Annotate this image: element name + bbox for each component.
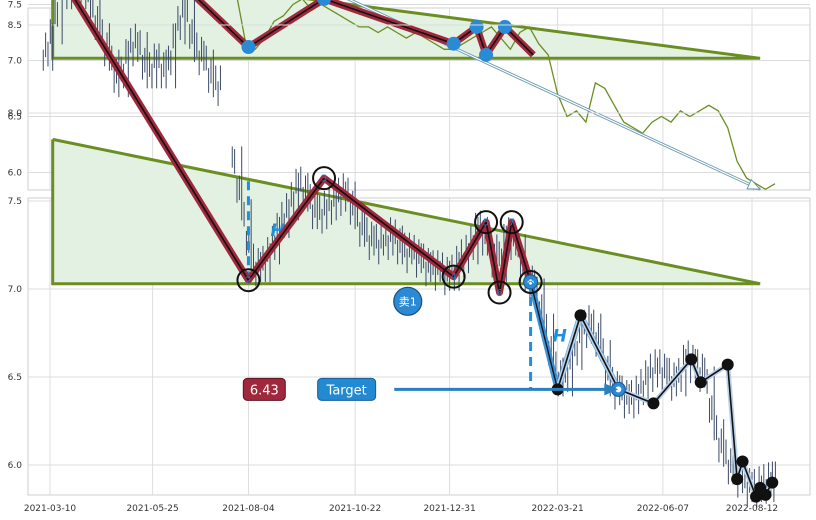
trajectory-point xyxy=(759,488,772,501)
pattern-point-circle xyxy=(312,166,337,191)
pattern-point xyxy=(479,47,494,62)
target-label-box xyxy=(317,377,377,401)
price-line xyxy=(236,0,776,191)
sell-signal-marker xyxy=(393,286,423,316)
target-label-text: Target xyxy=(326,383,367,398)
y-tick-label: 7.5 xyxy=(8,197,22,207)
x-tick-label: 2021-03-10 xyxy=(24,504,77,514)
pattern-point xyxy=(446,36,461,51)
y-tick-label: 7.0 xyxy=(8,285,23,295)
y-tick-label: 6.0 xyxy=(8,169,23,179)
pattern-point-label: 7 xyxy=(509,218,515,229)
pattern-point-circle xyxy=(441,264,466,289)
target-arrow-head xyxy=(604,383,619,396)
y-tick-label: 8.0 xyxy=(8,109,23,119)
price-badge xyxy=(242,377,286,401)
trajectory-point xyxy=(736,455,749,468)
pattern-point-label: 6 xyxy=(496,288,502,299)
pattern-point-label: 4 xyxy=(450,272,456,283)
pattern-point-label: 3 xyxy=(321,174,327,185)
pattern-point-circle xyxy=(236,268,261,293)
trajectory-point xyxy=(766,476,779,489)
y-tick-label: 6.0 xyxy=(8,461,23,471)
x-tick-label: 2022-03-21 xyxy=(531,504,583,514)
y-tick-label: 8.5 xyxy=(8,21,22,31)
pattern-point xyxy=(497,19,512,34)
trajectory-point xyxy=(731,473,744,486)
sell-signal-label: 卖1 xyxy=(399,295,417,308)
x-tick-label: 2022-06-07 xyxy=(637,504,689,514)
pattern-point xyxy=(241,40,256,55)
pattern-point xyxy=(469,19,484,34)
pattern-point xyxy=(317,0,331,6)
triangle-outline xyxy=(51,137,761,286)
pattern-point-label: 2 xyxy=(245,276,251,287)
trajectory-point xyxy=(721,358,734,371)
y-tick-label: 7.5 xyxy=(8,1,22,11)
pattern-point-label: 5 xyxy=(483,218,489,229)
trajectory-point xyxy=(685,353,698,366)
x-tick-label: 2021-12-31 xyxy=(423,504,475,514)
projection-marker-center xyxy=(527,278,534,285)
pattern-point-circle xyxy=(518,269,543,294)
x-tick-label: 2021-08-04 xyxy=(222,504,275,514)
price-badge-text: 6.43 xyxy=(250,383,279,398)
trajectory-point xyxy=(694,376,707,389)
y-tick-label: 6.5 xyxy=(8,373,22,383)
y-tick-label: 7.0 xyxy=(8,57,23,67)
trajectory-point xyxy=(574,309,587,322)
trajectory-point xyxy=(647,397,660,410)
y-tick-label: 6.5 xyxy=(8,113,22,123)
pattern-point-circle xyxy=(499,210,524,235)
x-tick-label: 2021-05-25 xyxy=(126,504,178,514)
bottom-panel: 6.06.57.07.58.08.59.0HH123456786.43Targe… xyxy=(8,0,811,514)
pattern-point-circle xyxy=(474,210,499,235)
pattern-point-circle xyxy=(487,280,512,305)
triangle-outline xyxy=(51,0,761,60)
pattern-point-label: 8 xyxy=(527,277,533,288)
trend-arrow-head xyxy=(746,178,762,190)
height-marker-label: H xyxy=(553,327,567,347)
x-tick-label: 2022-08-12 xyxy=(726,504,778,514)
x-tick-label: 2021-10-22 xyxy=(329,504,381,514)
